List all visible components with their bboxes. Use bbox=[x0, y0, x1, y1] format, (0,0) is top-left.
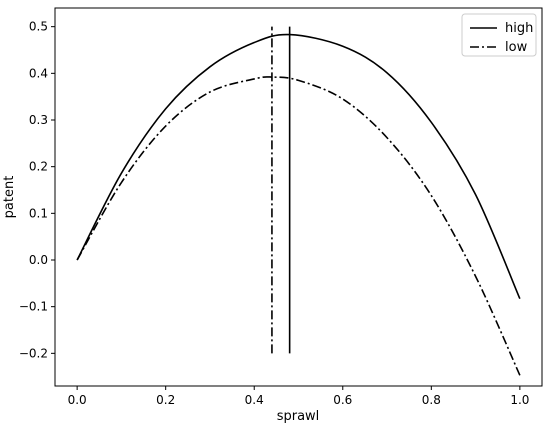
y-axis: −0.2 −0.1 0.0 0.1 0.2 0.3 0.4 0.5 bbox=[19, 20, 55, 360]
vertical-lines bbox=[271, 26, 291, 354]
y-tick-label: 0.5 bbox=[29, 20, 48, 34]
y-tick-label: −0.2 bbox=[19, 346, 48, 360]
y-tick-label: 0.3 bbox=[29, 113, 48, 127]
y-tick-label: 0.1 bbox=[29, 206, 48, 220]
x-tick-label: 0.8 bbox=[422, 393, 441, 407]
x-axis-label: sprawl bbox=[277, 409, 320, 424]
x-tick-label: 0.6 bbox=[333, 393, 352, 407]
legend-label-high: high bbox=[505, 21, 533, 36]
x-tick-label: 0.2 bbox=[156, 393, 175, 407]
x-tick-label: 0.0 bbox=[68, 393, 87, 407]
y-tick-label: 0.0 bbox=[29, 253, 48, 267]
y-tick-label: 0.2 bbox=[29, 160, 48, 174]
y-tick-label: 0.4 bbox=[29, 66, 48, 80]
plot-area bbox=[54, 7, 543, 387]
y-tick-label: −0.1 bbox=[19, 300, 48, 314]
legend-label-low: low bbox=[505, 40, 528, 55]
legend: high low bbox=[461, 13, 537, 57]
y-axis-label: patent bbox=[2, 176, 17, 219]
x-tick-label: 1.0 bbox=[510, 393, 529, 407]
x-tick-label: 0.4 bbox=[245, 393, 264, 407]
legend-box bbox=[461, 13, 537, 57]
series-layer bbox=[76, 33, 521, 376]
x-axis: 0.0 0.2 0.4 0.6 0.8 1.0 bbox=[68, 386, 529, 407]
series-line-high bbox=[76, 33, 521, 300]
